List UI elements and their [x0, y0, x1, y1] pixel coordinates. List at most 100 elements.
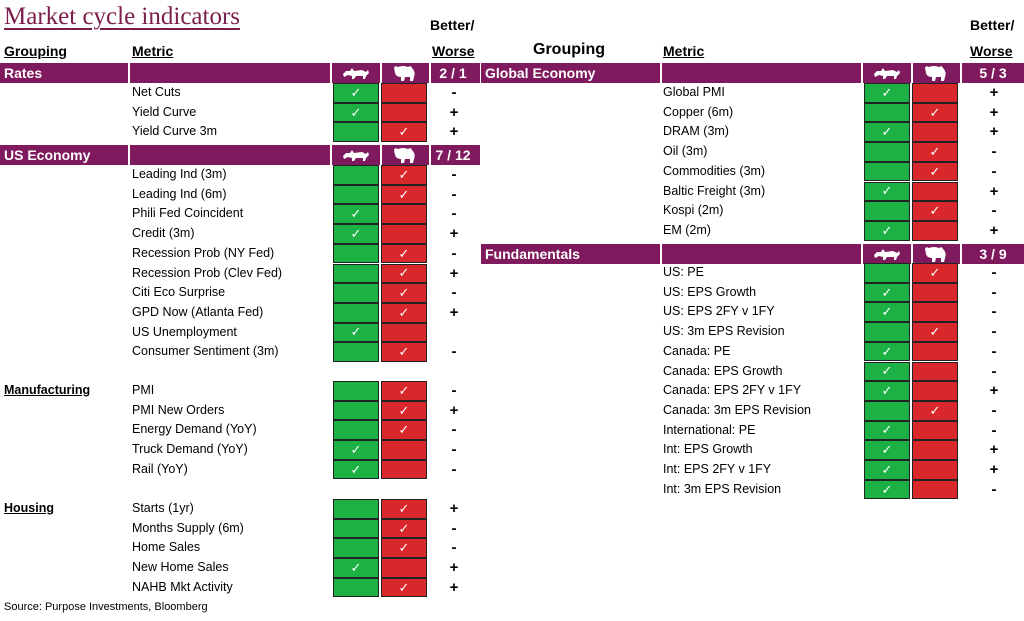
metric-label: PMI New Orders [132, 402, 225, 417]
check-icon: ✓ [398, 500, 410, 516]
bear-cell [912, 381, 958, 401]
bear-cell [912, 479, 958, 500]
section-bar [0, 145, 480, 165]
check-icon: ✓ [398, 124, 410, 140]
metric-label: New Home Sales [132, 560, 229, 575]
check-icon: ✓ [398, 382, 410, 398]
check-icon: ✓ [929, 143, 941, 159]
bear-cell [912, 420, 958, 441]
bear-cell [912, 302, 958, 323]
check-icon: ✓ [881, 383, 893, 399]
metric-label: Canada: EPS 2FY v 1FY [663, 383, 802, 398]
check-icon: ✓ [929, 163, 941, 179]
trend-sign: - [451, 343, 457, 361]
bull-cell: ✓ [864, 460, 910, 480]
source-note: Source: Purpose Investments, Bloomberg [4, 601, 208, 613]
bear-cell [912, 341, 958, 362]
check-icon: ✓ [350, 559, 362, 575]
bull-cell: ✓ [864, 282, 910, 303]
bar-divider [911, 63, 913, 83]
section-bar [0, 63, 480, 83]
trend-sign: + [449, 225, 459, 243]
check-icon: ✓ [350, 225, 362, 241]
check-icon: ✓ [929, 104, 941, 120]
check-icon: ✓ [881, 422, 893, 438]
section-label-fundamentals: Fundamentals [485, 246, 580, 262]
bull-cell [333, 518, 379, 539]
metric-label: Oil (3m) [663, 144, 708, 159]
check-icon: ✓ [398, 265, 410, 281]
bar-divider [861, 244, 863, 264]
bull-cell: ✓ [333, 440, 379, 460]
bear-icon [381, 63, 427, 83]
check-icon: ✓ [929, 203, 941, 219]
bear-cell: ✓ [912, 400, 958, 421]
bear-cell [381, 224, 427, 244]
bull-cell: ✓ [333, 102, 379, 123]
bear-cell: ✓ [381, 302, 427, 323]
bear-icon [912, 244, 958, 264]
bear-cell [381, 440, 427, 460]
metric-label: International: PE [663, 422, 756, 437]
metric-label: Net Cuts [132, 85, 181, 99]
metric-label: US Unemployment [132, 324, 237, 339]
metric-label: Yield Curve [132, 104, 197, 119]
bear-cell [912, 83, 958, 103]
bar-divider [128, 63, 130, 83]
bull-cell: ✓ [333, 558, 379, 578]
section-score-rates: 2 / 1 [439, 65, 467, 81]
bull-cell [333, 420, 379, 441]
trend-sign: - [451, 185, 457, 203]
bear-cell: ✓ [381, 420, 427, 441]
bull-cell: ✓ [333, 224, 379, 244]
bear-cell: ✓ [912, 201, 958, 221]
trend-sign: + [989, 441, 999, 459]
metric-label: Consumer Sentiment (3m) [132, 344, 279, 359]
worse-header-left: Worse [432, 43, 475, 59]
metric-label: US: PE [663, 265, 704, 279]
bull-cell: ✓ [333, 204, 379, 225]
check-icon: ✓ [398, 344, 410, 360]
trend-sign: - [451, 441, 457, 459]
metric-label: Truck Demand (YoY) [132, 442, 248, 457]
bar-divider [960, 244, 962, 264]
trend-sign: + [449, 264, 459, 282]
bear-cell: ✓ [381, 342, 427, 362]
bull-icon [864, 244, 910, 264]
metric-label: US: 3m EPS Revision [663, 324, 785, 339]
check-icon: ✓ [398, 245, 410, 261]
trend-sign: + [449, 401, 459, 419]
bull-cell: ✓ [864, 341, 910, 362]
metric-label: Months Supply (6m) [132, 520, 244, 535]
check-icon: ✓ [398, 540, 410, 556]
trend-sign: - [991, 162, 997, 180]
bull-cell [333, 283, 379, 303]
trend-sign: + [989, 221, 999, 239]
bear-cell: ✓ [912, 322, 958, 342]
trend-sign: - [991, 264, 997, 281]
check-icon: ✓ [929, 402, 941, 418]
bear-cell: ✓ [381, 184, 427, 205]
bull-cell [333, 577, 379, 598]
check-icon: ✓ [398, 285, 410, 301]
bull-cell: ✓ [333, 459, 379, 480]
subgroup-label-manufacturing: Manufacturing [4, 383, 91, 397]
trend-sign: + [449, 303, 459, 321]
better-header-right: Better/ [970, 17, 1015, 33]
trend-sign: - [451, 539, 457, 557]
check-icon: ✓ [398, 186, 410, 202]
worse-header-right: Worse [970, 43, 1013, 59]
bear-cell [381, 322, 427, 343]
trend-sign: - [451, 166, 457, 183]
bull-icon [864, 63, 910, 83]
section-label-global-economy: Global Economy [485, 65, 596, 81]
bar-divider [128, 145, 130, 165]
trend-sign: + [989, 103, 999, 121]
trend-sign: - [991, 143, 997, 161]
check-icon: ✓ [350, 441, 362, 457]
bear-icon [912, 63, 958, 83]
check-icon: ✓ [881, 222, 893, 238]
metric-label: NAHB Mkt Activity [132, 579, 233, 594]
trend-sign: + [449, 123, 459, 141]
bar-divider [380, 145, 382, 165]
